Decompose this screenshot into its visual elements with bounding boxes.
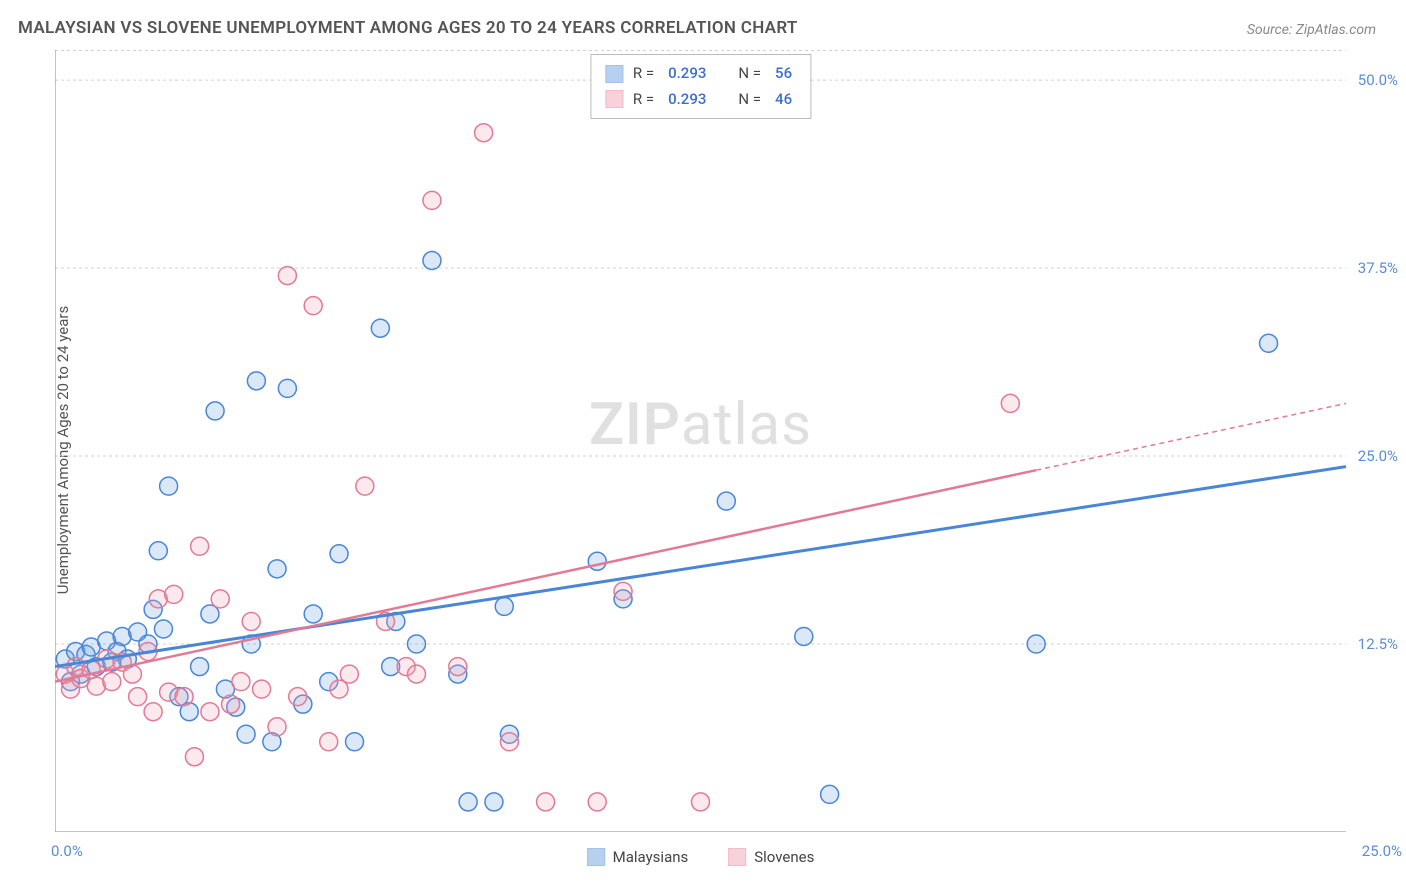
x-tick-max: 25.0% xyxy=(1362,842,1402,860)
y-tick-label: 25.0% xyxy=(1358,447,1398,465)
legend-swatch xyxy=(587,848,605,866)
regression-line-dashed xyxy=(1036,403,1346,470)
data-point xyxy=(449,658,467,676)
legend-item: Slovenes xyxy=(728,848,814,866)
data-point xyxy=(253,680,271,698)
data-point xyxy=(247,372,265,390)
regression-line xyxy=(55,467,1346,667)
data-point xyxy=(149,542,167,560)
data-point xyxy=(191,658,209,676)
data-point xyxy=(160,477,178,495)
data-point xyxy=(692,793,710,811)
data-point xyxy=(717,492,735,510)
data-point xyxy=(320,733,338,751)
y-tick-label: 12.5% xyxy=(1358,635,1398,653)
data-point xyxy=(475,124,493,142)
x-tick-min: 0.0% xyxy=(51,842,83,860)
data-point xyxy=(211,590,229,608)
legend-label: Slovenes xyxy=(754,848,814,866)
legend-row: R = 0.293 N = 56 xyxy=(605,61,796,87)
y-tick-label: 50.0% xyxy=(1358,71,1398,89)
data-point xyxy=(304,605,322,623)
regression-line xyxy=(55,470,1036,681)
r-label: R = xyxy=(633,87,654,113)
legend-item: Malaysians xyxy=(587,848,689,866)
r-value: 0.293 xyxy=(664,61,710,87)
data-point xyxy=(821,785,839,803)
data-point xyxy=(614,582,632,600)
data-point xyxy=(423,252,441,270)
data-point xyxy=(201,703,219,721)
data-point xyxy=(1260,334,1278,352)
data-point xyxy=(371,319,389,337)
data-point xyxy=(206,402,224,420)
data-point xyxy=(423,191,441,209)
data-point xyxy=(242,612,260,630)
data-point xyxy=(278,267,296,285)
data-point xyxy=(537,793,555,811)
data-point xyxy=(191,537,209,555)
data-point xyxy=(268,560,286,578)
data-point xyxy=(278,379,296,397)
chart-container: Unemployment Among Ages 20 to 24 years Z… xyxy=(55,50,1346,832)
r-label: R = xyxy=(633,61,654,87)
data-point xyxy=(1001,394,1019,412)
data-point xyxy=(407,635,425,653)
data-point xyxy=(175,688,193,706)
data-point xyxy=(144,703,162,721)
data-point xyxy=(222,695,240,713)
data-point xyxy=(1027,635,1045,653)
data-point xyxy=(588,552,606,570)
data-point xyxy=(165,585,183,603)
n-value: 56 xyxy=(771,61,796,87)
data-point xyxy=(123,665,141,683)
r-value: 0.293 xyxy=(664,87,710,113)
scatter-plot-svg xyxy=(55,50,1346,832)
data-point xyxy=(795,628,813,646)
data-point xyxy=(340,665,358,683)
correlation-legend: R = 0.293 N = 56 R = 0.293 N = 46 xyxy=(590,54,811,119)
data-point xyxy=(103,673,121,691)
plot-area: ZIPatlas R = 0.293 N = 56 R = 0.293 N = … xyxy=(55,50,1346,832)
n-label: N = xyxy=(738,87,761,113)
data-point xyxy=(500,733,518,751)
data-point xyxy=(304,297,322,315)
data-point xyxy=(407,665,425,683)
data-point xyxy=(485,793,503,811)
data-point xyxy=(185,748,203,766)
data-point xyxy=(356,477,374,495)
data-point xyxy=(346,733,364,751)
data-point xyxy=(129,688,147,706)
chart-title: MALAYSIAN VS SLOVENE UNEMPLOYMENT AMONG … xyxy=(18,18,798,38)
legend-label: Malaysians xyxy=(613,848,689,866)
data-point xyxy=(330,545,348,563)
source-label: Source: ZipAtlas.com xyxy=(1247,22,1376,38)
data-point xyxy=(232,673,250,691)
data-point xyxy=(237,725,255,743)
data-point xyxy=(289,688,307,706)
data-point xyxy=(495,597,513,615)
n-label: N = xyxy=(738,61,761,87)
series-legend: Malaysians Slovenes xyxy=(587,848,815,866)
data-point xyxy=(268,718,286,736)
legend-swatch xyxy=(605,90,623,108)
legend-swatch xyxy=(605,65,623,83)
data-point xyxy=(459,793,477,811)
data-point xyxy=(154,620,172,638)
legend-row: R = 0.293 N = 46 xyxy=(605,87,796,113)
legend-swatch xyxy=(728,848,746,866)
data-point xyxy=(588,793,606,811)
y-tick-label: 37.5% xyxy=(1358,259,1398,277)
n-value: 46 xyxy=(771,87,796,113)
